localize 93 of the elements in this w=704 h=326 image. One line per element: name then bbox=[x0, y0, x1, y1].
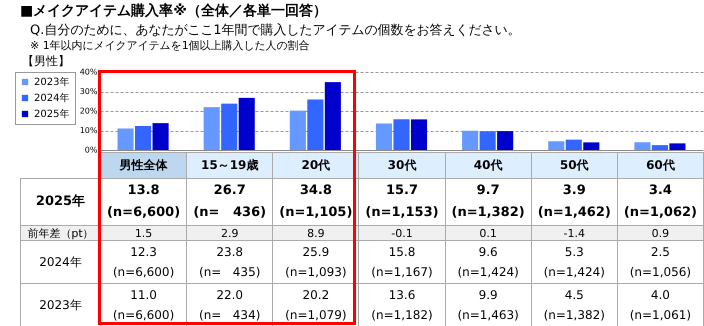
text: (n= 434) bbox=[199, 308, 260, 322]
x-tick-label: 20代 bbox=[272, 152, 359, 178]
text: (n=1,463) bbox=[457, 308, 519, 322]
bar bbox=[480, 131, 496, 150]
x-tick-label: 60代 bbox=[617, 152, 704, 178]
bar bbox=[393, 119, 410, 150]
text: (n= 436) bbox=[193, 205, 266, 220]
text: (n=1,424) bbox=[457, 265, 519, 279]
x-tick-label: 30代 bbox=[358, 152, 446, 178]
bar bbox=[152, 123, 169, 150]
bar bbox=[548, 141, 564, 150]
bar bbox=[566, 140, 582, 150]
data-label: 3.9 bbox=[562, 183, 586, 198]
data-label: 20.2 bbox=[302, 288, 330, 302]
bar bbox=[410, 119, 428, 150]
text: -0.1 bbox=[358, 226, 446, 240]
text: 2023年 bbox=[39, 298, 82, 312]
x-tick-label: 15～19歳 bbox=[186, 152, 273, 178]
text: (n=1,079) bbox=[285, 308, 347, 322]
bar bbox=[497, 131, 514, 150]
text: (n=1,153) bbox=[365, 205, 439, 220]
data-label: 11.0 bbox=[130, 288, 157, 302]
data-label: 2.5 bbox=[650, 245, 670, 259]
text: 2024年 bbox=[39, 255, 82, 269]
text: 0.1 bbox=[445, 226, 532, 240]
y-tick-label: 30% bbox=[80, 87, 98, 96]
text: (n=1,462) bbox=[538, 205, 611, 220]
text: (n=6,600) bbox=[112, 265, 174, 279]
text: 前年差（pt） bbox=[20, 226, 100, 240]
text: 【男性】 bbox=[22, 53, 70, 70]
bar bbox=[324, 82, 341, 150]
bar bbox=[118, 128, 134, 150]
text: (n=1,062) bbox=[624, 205, 697, 220]
y-tick-label: 40% bbox=[80, 68, 98, 76]
data-label: 34.8 bbox=[300, 183, 332, 198]
bar bbox=[462, 130, 478, 150]
text: 1.5 bbox=[100, 226, 187, 240]
data-label: 15.7 bbox=[386, 183, 418, 198]
bar bbox=[290, 110, 306, 150]
text: 2.9 bbox=[186, 226, 273, 240]
text: (n=1,056) bbox=[630, 265, 692, 279]
text: (n=6,600) bbox=[112, 308, 174, 322]
text: (n=1,424) bbox=[544, 265, 605, 279]
data-label: 15.8 bbox=[388, 245, 416, 259]
data-label: 4.5 bbox=[564, 288, 584, 302]
data-label: 4.0 bbox=[650, 288, 670, 302]
chart-subtitle: Q.自分のために、あなたがここ1年間で購入したアイテムの個数をお答えください。 bbox=[30, 22, 521, 39]
data-label: 13.8 bbox=[128, 183, 160, 198]
data-label: 3.4 bbox=[648, 183, 672, 198]
data-label: 23.8 bbox=[216, 245, 244, 259]
y-tick-label: 10% bbox=[80, 126, 98, 135]
text: ※ 1年以内にメイクアイテムを1個以上購入した人の割合 bbox=[30, 38, 310, 53]
bar bbox=[307, 99, 324, 150]
bar bbox=[634, 142, 650, 150]
y-tick-label: 20% bbox=[80, 106, 98, 116]
text: (n=1,382) bbox=[452, 205, 525, 220]
data-label: 9.9 bbox=[478, 288, 498, 302]
text: (n= 435) bbox=[199, 265, 260, 279]
data-label: 9.7 bbox=[476, 183, 500, 198]
data-label: 5.3 bbox=[564, 245, 584, 259]
text: (n=1,105) bbox=[279, 205, 352, 220]
legend-label: 2024年 bbox=[34, 92, 70, 104]
bar bbox=[238, 98, 255, 150]
text: (n=1,061) bbox=[630, 308, 692, 322]
bar bbox=[135, 126, 152, 150]
x-tick-label: 40代 bbox=[445, 152, 532, 178]
bar bbox=[652, 145, 668, 150]
text: 0.9 bbox=[617, 226, 704, 240]
legend-label: 2023年 bbox=[34, 76, 70, 88]
bar bbox=[376, 123, 392, 150]
bar bbox=[204, 107, 220, 150]
x-tick-label: 男性全体 bbox=[100, 152, 187, 178]
text: -1.4 bbox=[531, 226, 618, 240]
data-label: 22.0 bbox=[216, 288, 244, 302]
text: (n=1,093) bbox=[285, 265, 347, 279]
bar bbox=[221, 104, 238, 150]
bar bbox=[583, 142, 600, 150]
text: (n=1,167) bbox=[371, 265, 433, 279]
data-label: 12.3 bbox=[130, 245, 157, 259]
text: (n=1,382) bbox=[544, 308, 605, 322]
text: 2025年 bbox=[36, 194, 86, 209]
y-tick-label: 0% bbox=[84, 146, 98, 154]
text: (n=6,600) bbox=[106, 205, 180, 220]
chart-title: ■メイクアイテム購入率※（全体／各単一回答） bbox=[20, 2, 327, 20]
data-label: 9.6 bbox=[478, 245, 498, 259]
text: 8.9 bbox=[272, 226, 359, 240]
legend-label: 2025年 bbox=[34, 108, 70, 120]
data-label: 26.7 bbox=[214, 183, 246, 198]
data-label: 13.6 bbox=[388, 288, 416, 302]
text: (n=1,182) bbox=[371, 308, 433, 322]
data-label: 25.9 bbox=[302, 245, 330, 259]
bar bbox=[669, 143, 686, 150]
x-tick-label: 50代 bbox=[531, 152, 618, 178]
